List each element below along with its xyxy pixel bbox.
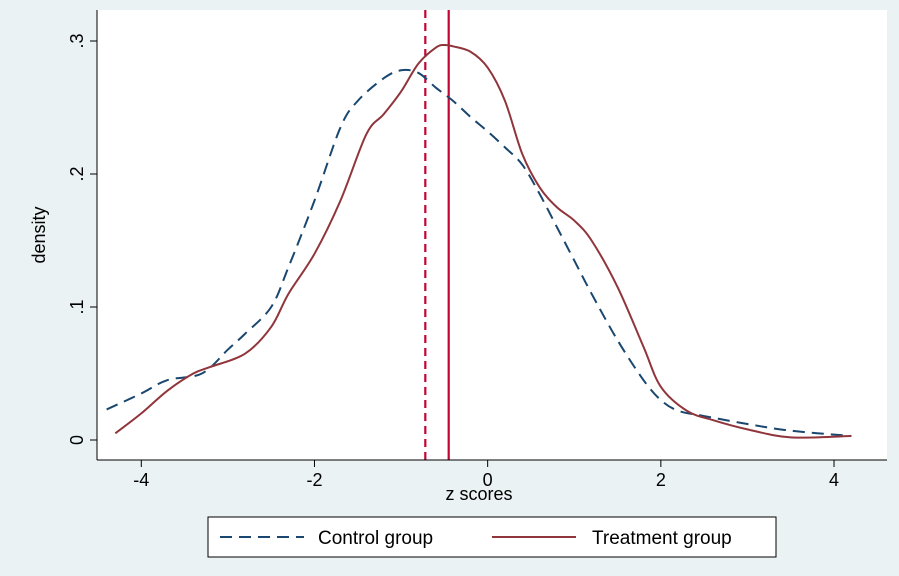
legend-label-control: Control group bbox=[318, 528, 433, 549]
x-tick-label: 0 bbox=[483, 470, 493, 490]
x-tick-label: -2 bbox=[306, 470, 322, 490]
y-ticks: 0 .1 .2 .3 bbox=[67, 33, 97, 445]
x-tick-label: 4 bbox=[829, 470, 839, 490]
y-tick-label: 0 bbox=[67, 435, 87, 445]
x-tick-label: 2 bbox=[656, 470, 666, 490]
y-axis-label: density bbox=[29, 206, 49, 263]
x-tick-label: -4 bbox=[133, 470, 149, 490]
legend-label-treatment: Treatment group bbox=[592, 528, 732, 549]
legend: Control group Treatment group bbox=[207, 516, 777, 558]
series-lines bbox=[106, 43, 852, 439]
reference-lines bbox=[424, 10, 450, 460]
plot-area bbox=[97, 10, 887, 460]
series-line-treatment bbox=[114, 43, 852, 439]
x-ticks: -4 -2 0 2 4 bbox=[133, 460, 839, 490]
y-tick-label: .3 bbox=[67, 33, 87, 48]
series-line-control bbox=[106, 68, 852, 438]
y-tick-label: .1 bbox=[67, 299, 87, 314]
y-tick-label: .2 bbox=[67, 166, 87, 181]
x-axis-label: z scores bbox=[445, 484, 512, 504]
